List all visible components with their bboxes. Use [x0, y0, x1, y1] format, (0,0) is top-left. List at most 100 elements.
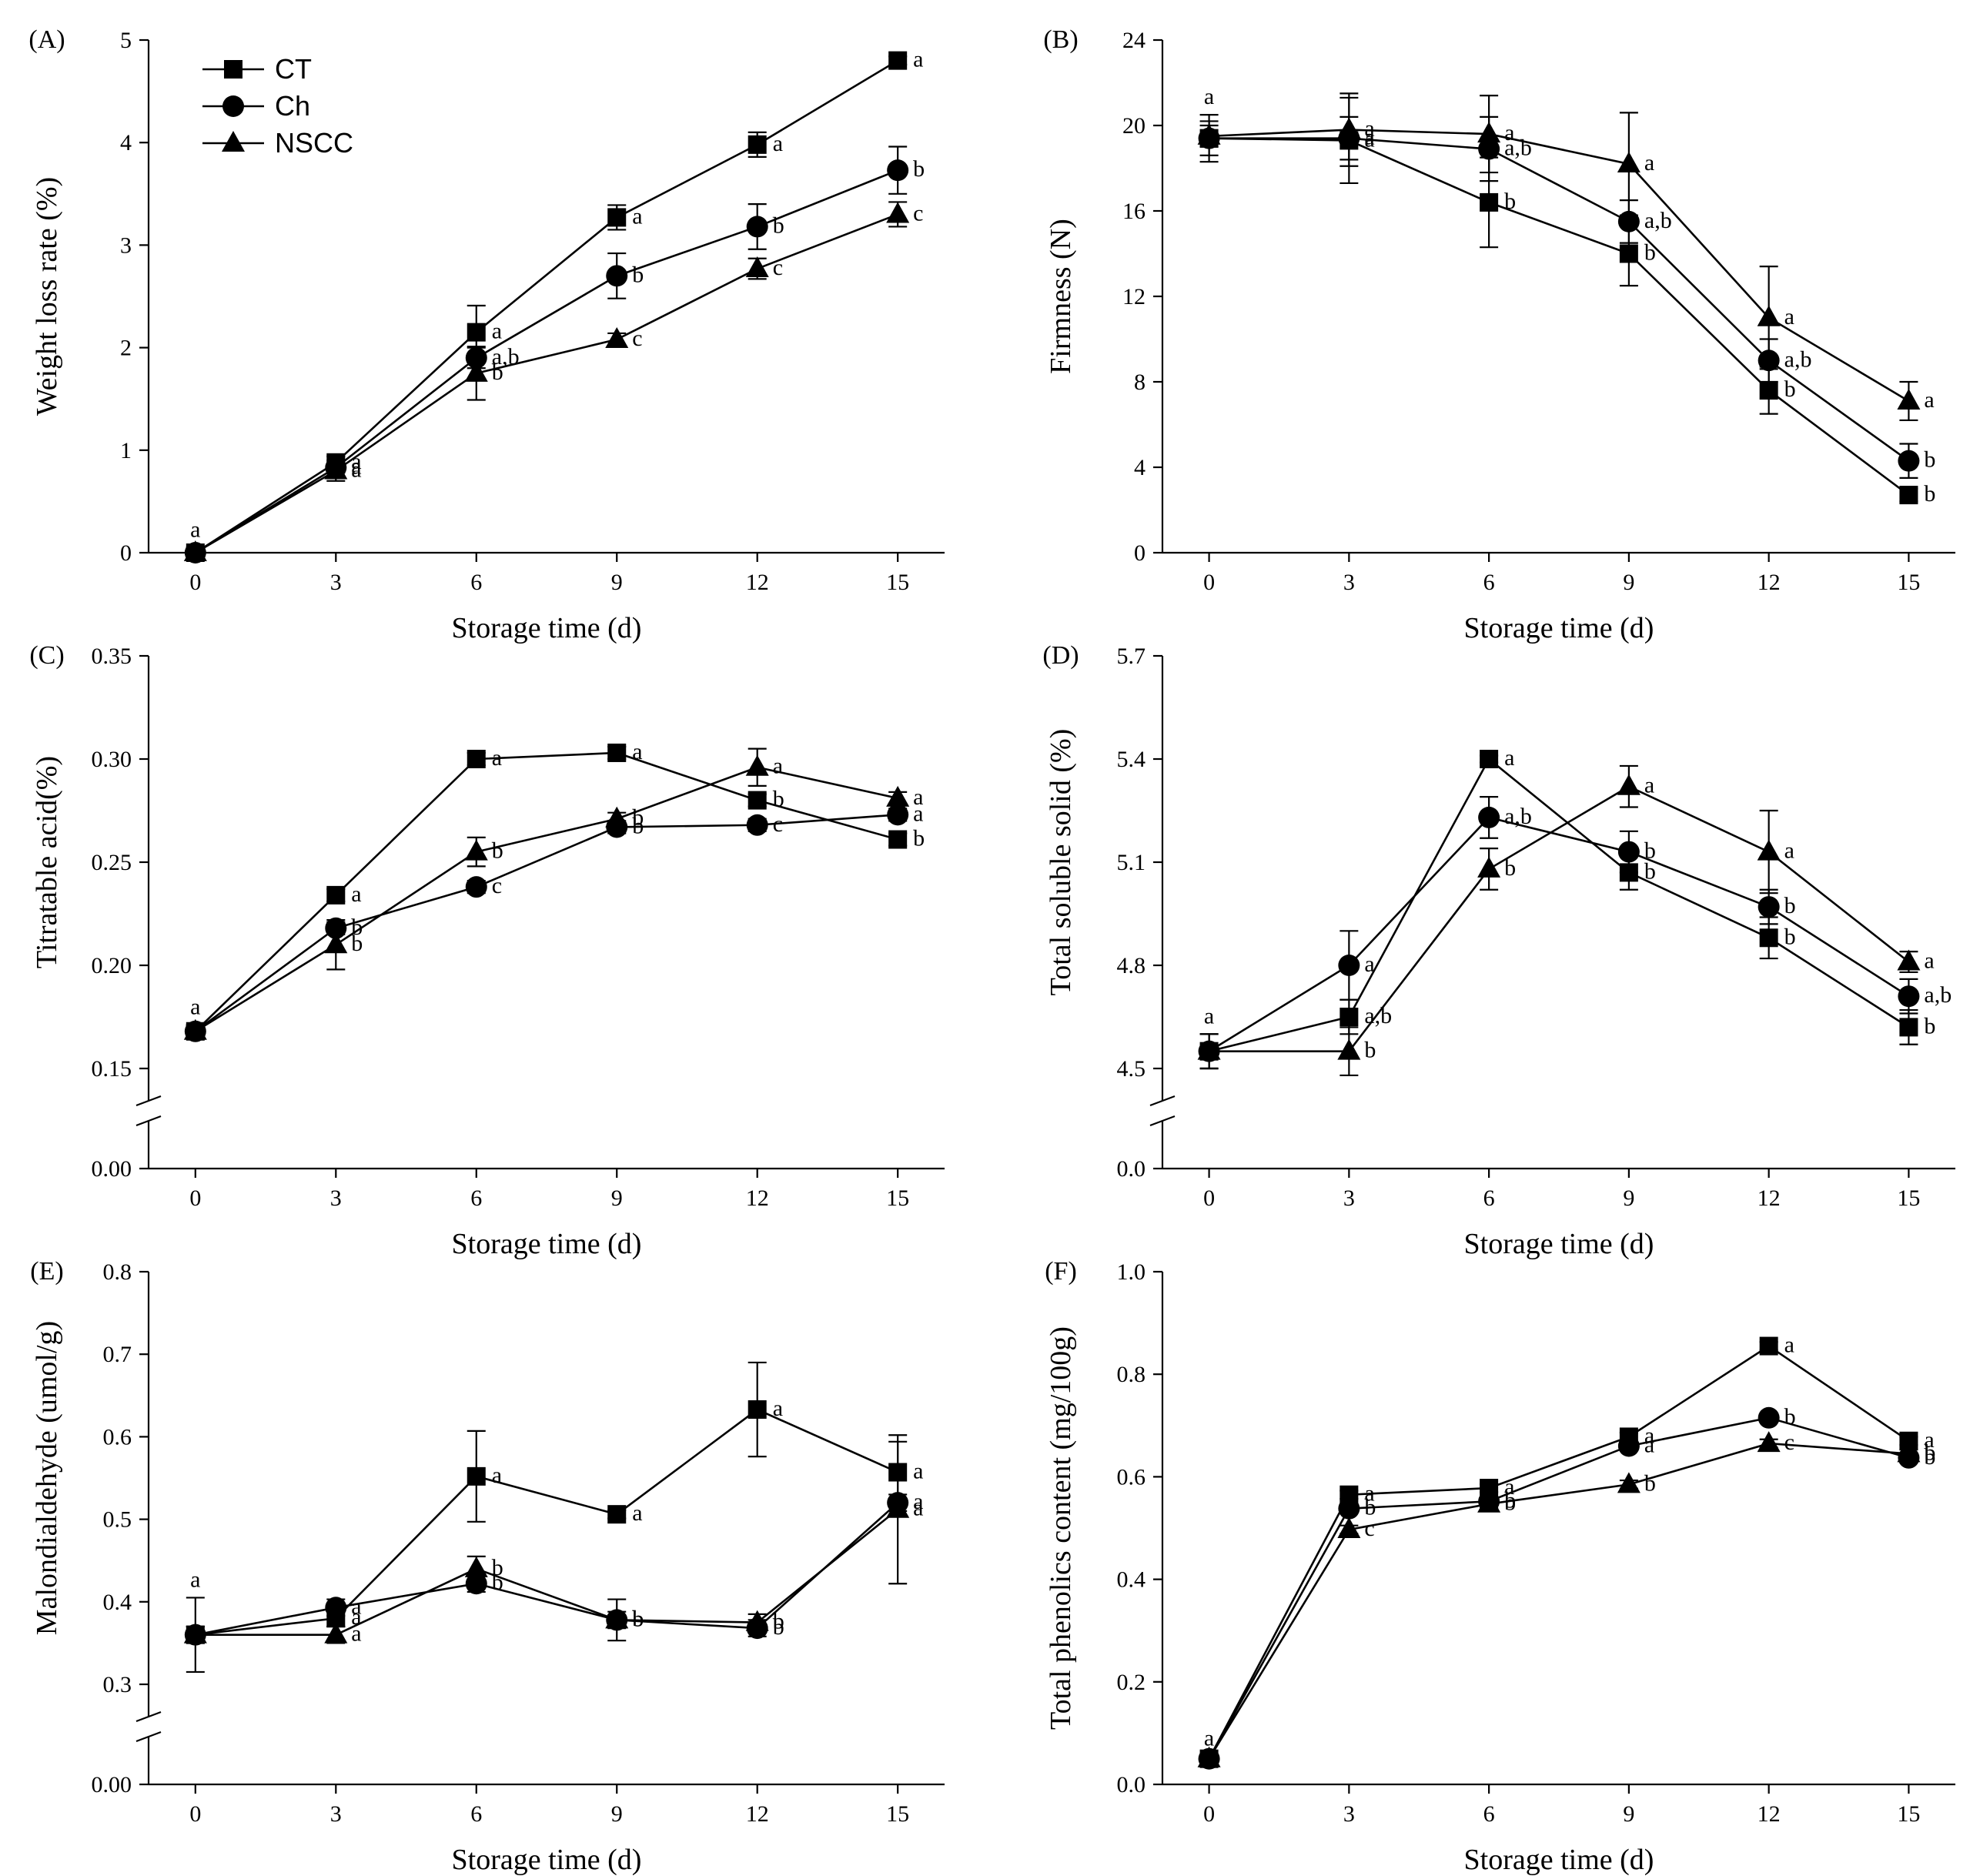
- axis-break-mark: [135, 1095, 162, 1107]
- y-tick-label: 0.6: [103, 1424, 132, 1450]
- y-tick-label: 1.0: [1117, 1259, 1146, 1285]
- marker-square: [1619, 244, 1638, 263]
- panel-label: (C): [29, 641, 64, 670]
- marker-square: [1759, 381, 1778, 400]
- legend-label: Ch: [275, 90, 310, 122]
- significance-letter: b: [492, 838, 503, 864]
- x-tick-label: 15: [886, 1185, 909, 1211]
- y-tick-label: 24: [1122, 28, 1146, 53]
- significance-letter: a,b: [1924, 982, 1952, 1008]
- x-axis-title: Storage time (d): [452, 1228, 642, 1260]
- marker-triangle: [886, 202, 910, 223]
- x-tick-label: 6: [1483, 1185, 1495, 1211]
- x-tick-label: 0: [189, 570, 201, 595]
- significance-letter: b: [1504, 189, 1516, 214]
- y-tick-label: 0.6: [1117, 1464, 1146, 1490]
- marker-triangle: [745, 754, 769, 776]
- legend-marker-square: [224, 60, 242, 79]
- significance-letter: a: [351, 1621, 361, 1647]
- significance-letter: a: [773, 131, 783, 156]
- marker-square: [607, 208, 627, 227]
- marker-triangle: [1197, 1746, 1221, 1767]
- y-tick-label: 0.35: [92, 644, 132, 669]
- legend: CT Ch NSCC: [202, 53, 353, 159]
- y-tick-label: 4.8: [1117, 953, 1146, 978]
- series-line: [1208, 1442, 1909, 1760]
- marker-circle: [1338, 1497, 1360, 1520]
- significance-letter: a,b: [1784, 346, 1812, 372]
- significance-letter: a: [351, 453, 361, 479]
- x-tick-label: 3: [1343, 570, 1355, 595]
- series-line: [1209, 757, 1910, 1052]
- y-tick-label: 0.5: [103, 1507, 132, 1533]
- y-tick-label: 0.2: [1117, 1670, 1146, 1695]
- x-tick-label: 0: [189, 1185, 201, 1211]
- marker-triangle: [1477, 856, 1501, 878]
- marker-square: [1759, 928, 1778, 948]
- x-tick-label: 15: [886, 570, 909, 595]
- significance-letter: b: [1364, 1495, 1376, 1520]
- significance-letter: a: [190, 995, 200, 1020]
- x-tick-label: 6: [1483, 570, 1495, 595]
- series-line: [195, 814, 898, 1032]
- x-axis-title: Storage time (d): [1464, 612, 1654, 644]
- y-tick-label: 0.25: [92, 850, 132, 875]
- significance-letter: b: [1924, 481, 1935, 507]
- significance-letter: c: [1784, 1430, 1794, 1455]
- panel-c: 0.00 0 3 6 9 12 15 0.15 0.20 0.25 0.30 0.35 (C) Stora…: [29, 641, 945, 1260]
- marker-triangle: [745, 1610, 769, 1631]
- y-tick-label: 4: [120, 130, 132, 155]
- y-tick-label: 0.8: [1117, 1362, 1146, 1387]
- x-tick-label: 3: [330, 570, 342, 595]
- x-tick-label: 12: [746, 570, 769, 595]
- marker-triangle: [464, 839, 488, 861]
- x-tick-label: 6: [470, 1801, 482, 1827]
- series-line: [195, 1502, 899, 1636]
- x-tick-label: 0: [189, 1801, 201, 1827]
- marker-triangle: [324, 1622, 348, 1644]
- panel-label: (A): [28, 25, 65, 54]
- marker-circle: [1617, 1435, 1640, 1457]
- legend-item-nscc: NSCC: [202, 127, 353, 159]
- series-line: [1209, 129, 1910, 403]
- marker-square: [748, 791, 767, 810]
- marker-square: [1899, 1018, 1918, 1037]
- significance-letter: c: [492, 873, 502, 898]
- marker-circle: [887, 804, 909, 826]
- significance-letter: b: [773, 1609, 784, 1634]
- significance-letter: b: [913, 826, 925, 851]
- significance-letter: c: [1364, 1516, 1374, 1541]
- significance-letter: a: [1504, 120, 1514, 145]
- marker-circle: [465, 1573, 487, 1595]
- y-axis-title: Total phenolics content (mg/100g): [1045, 1326, 1077, 1730]
- panel-b: 0 3 6 9 12 15 0 4 8 12 16 20 24 (B) Storage time (d) Fi…: [1043, 25, 1955, 644]
- series-line: [195, 766, 898, 1032]
- marker-triangle: [1197, 1038, 1221, 1060]
- y-tick-label: 0: [1134, 540, 1146, 566]
- significance-letter: b: [1504, 1490, 1516, 1516]
- x-tick-label: 12: [1758, 1801, 1781, 1827]
- series-ct: a a a a a a: [186, 47, 924, 562]
- significance-letter: a: [913, 47, 923, 72]
- legend-marker-triangle: [222, 131, 245, 152]
- y-tick-label: 0.00: [92, 1156, 132, 1182]
- x-tick-label: 6: [1483, 1801, 1495, 1827]
- significance-letter: a: [913, 1496, 923, 1521]
- significance-letter: b: [632, 262, 644, 287]
- significance-letter: b: [913, 156, 925, 182]
- significance-letter: a: [1784, 1333, 1794, 1358]
- y-tick-label: 1: [120, 438, 132, 463]
- x-tick-label: 9: [1623, 1801, 1634, 1827]
- y-tick-label: 0.8: [103, 1259, 132, 1285]
- significance-letter: a: [913, 1458, 923, 1483]
- series-line: [1208, 1416, 1909, 1760]
- marker-triangle: [1757, 1431, 1781, 1453]
- significance-letter: b: [1784, 924, 1796, 949]
- y-tick-label: 0: [120, 540, 132, 566]
- marker-circle: [325, 1597, 347, 1619]
- marker-triangle: [324, 932, 348, 954]
- significance-letter: b: [1924, 1444, 1935, 1470]
- marker-square: [1480, 750, 1499, 768]
